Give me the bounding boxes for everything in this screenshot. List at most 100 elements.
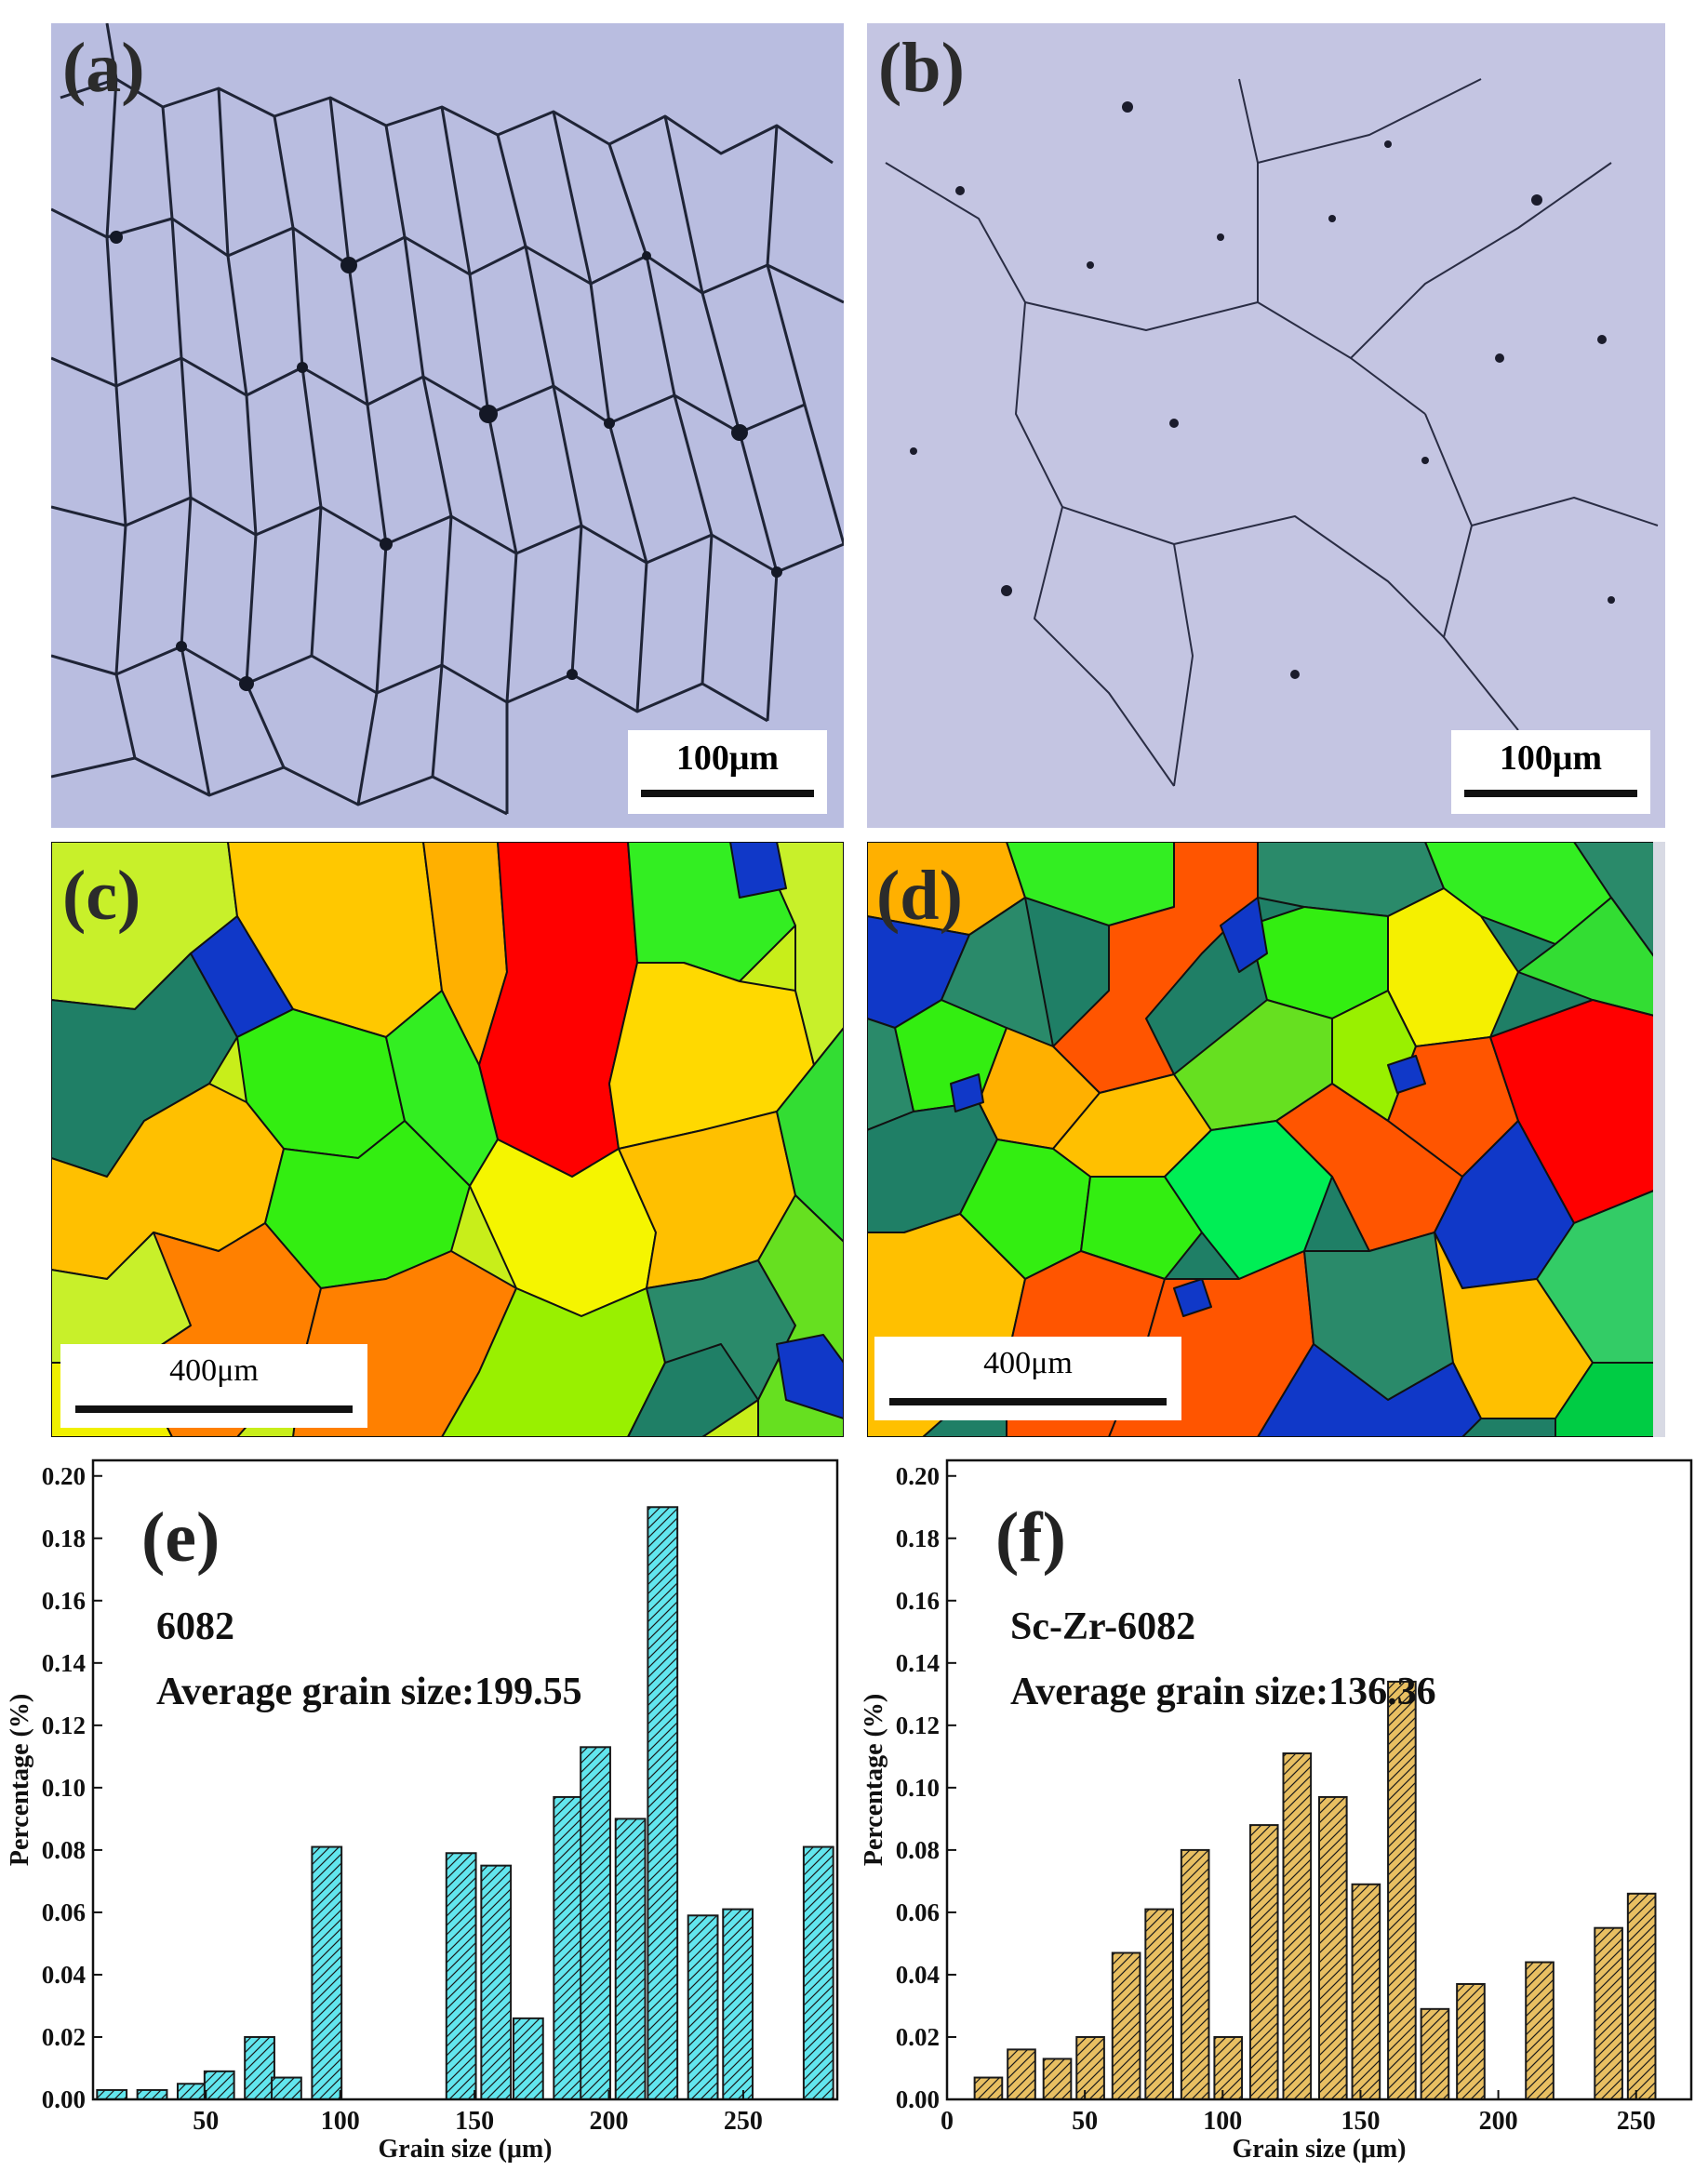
histogram-e-svg: 0.00 0.02 0.04 0.06 0.08 0.10 0.12 0.14 0.16 0.18… (6, 1458, 839, 2164)
ytick-label-f-9: 0.18 (896, 1525, 940, 1552)
grain-map-c: (c) 400μm (51, 842, 844, 1437)
xaxis-label-e: Grain size (μm) (379, 2135, 553, 2164)
bar-e-12 (614, 1818, 647, 2100)
bar-e-14 (687, 1914, 719, 2100)
scale-box-b: 100μm (1451, 730, 1650, 814)
xtick-label-e-1: 100 (321, 2107, 360, 2136)
ytick-label-e-5: 0.10 (42, 1774, 86, 1802)
ytick-label-f-2: 0.04 (896, 1961, 940, 1989)
xtick-label-f-4: 200 (1479, 2107, 1518, 2136)
bar-f-6 (1180, 1848, 1210, 2100)
yaxis-label-e: Percentage (%) (6, 1694, 34, 1866)
plot-frame-e (91, 1458, 839, 2101)
grain-map-d-image (867, 842, 1665, 1437)
bar-e-8 (480, 1864, 513, 2100)
bar-f-17 (1626, 1892, 1657, 2100)
ytick-label-f-5: 0.10 (896, 1774, 940, 1802)
bar-e-0 (96, 2088, 128, 2101)
ytick-label-f-3: 0.06 (896, 1898, 940, 1926)
bar-f-12 (1387, 1680, 1417, 2100)
bar-e-5 (271, 2076, 302, 2100)
series-name-f: Sc-Zr-6082 (1010, 1605, 1195, 1648)
ytick-label-f-8: 0.16 (896, 1587, 940, 1615)
bar-e-4 (244, 2035, 275, 2100)
xtick-label-e-0: 50 (193, 2107, 219, 2136)
ytick-label-e-3: 0.06 (42, 1898, 86, 1926)
scale-bar-c (75, 1405, 353, 1413)
xtick-label-e-2: 150 (455, 2107, 494, 2136)
bar-f-5 (1144, 1908, 1174, 2101)
scale-text-d: 400μm (983, 1346, 1073, 1380)
xtick-label-f-5: 250 (1617, 2107, 1656, 2136)
panel-label-d: (d) (876, 857, 963, 935)
ytick-label-e-0: 0.00 (42, 2085, 86, 2113)
xtick-label-f-1: 50 (1072, 2107, 1098, 2136)
panel-label-c: (c) (62, 857, 141, 935)
series-name-e: 6082 (156, 1605, 234, 1648)
xtick-label-e-3: 200 (590, 2107, 629, 2136)
bar-e-7 (445, 1852, 477, 2100)
bar-f-9 (1282, 1752, 1313, 2100)
ytick-label-f-7: 0.14 (896, 1649, 940, 1677)
bar-f-1 (1007, 2048, 1036, 2101)
bar-f-0 (973, 2076, 1004, 2100)
ytick-label-e-1: 0.02 (42, 2023, 86, 2051)
bar-e-16 (802, 1845, 834, 2100)
bar-f-10 (1318, 1795, 1348, 2100)
bar-f-11 (1351, 1883, 1381, 2100)
xtick-label-f-3: 150 (1341, 2107, 1380, 2136)
panel-label-e: (e) (141, 1498, 220, 1577)
scale-box-c: 400μm (60, 1344, 367, 1428)
ytick-label-e-4: 0.08 (42, 1836, 86, 1864)
micrograph-b: (b) 100μm (867, 23, 1665, 828)
bar-e-1 (136, 2088, 168, 2101)
yaxis-label-f: Percentage (%) (860, 1694, 888, 1866)
annotation-f: Average grain size:136.36 (1010, 1671, 1436, 1713)
ytick-label-f-6: 0.12 (896, 1711, 940, 1739)
bar-f-7 (1213, 2035, 1244, 2100)
bar-e-11 (580, 1746, 611, 2100)
bar-f-4 (1111, 1951, 1141, 2100)
histogram-e: 0.00 0.02 0.04 0.06 0.08 0.10 0.12 0.14 0.16 0.18… (0, 1451, 854, 2171)
bar-e-2 (176, 2083, 208, 2100)
micrograph-b-image (867, 23, 1665, 828)
scale-bar-d (889, 1398, 1167, 1405)
bar-f-2 (1042, 2058, 1073, 2100)
panel-label-b: (b) (878, 29, 965, 107)
ytick-label-f-4: 0.08 (896, 1836, 940, 1864)
bar-f-13 (1420, 2007, 1450, 2100)
bar-f-3 (1075, 2035, 1105, 2100)
scale-box-a: 100μm (628, 730, 827, 814)
scale-text-b: 100μm (1499, 739, 1603, 778)
ytick-label-f-1: 0.02 (896, 2023, 940, 2051)
scale-box-d: 400μm (874, 1337, 1181, 1420)
plot-frame-f (945, 1458, 1693, 2101)
bar-e-13 (647, 1506, 679, 2100)
bar-e-15 (722, 1908, 754, 2101)
ytick-label-f-10: 0.20 (896, 1462, 940, 1490)
panel-label-f: (f) (995, 1498, 1066, 1577)
bar-f-14 (1456, 1983, 1486, 2101)
micrograph-a: (a) 100μm (51, 23, 844, 828)
bar-e-3 (203, 2070, 235, 2101)
panel-label-a: (a) (62, 29, 145, 107)
ytick-label-e-10: 0.20 (42, 1462, 86, 1490)
scale-text-a: 100μm (675, 739, 780, 778)
xtick-label-e-4: 250 (724, 2107, 763, 2136)
scale-bar-a (641, 790, 814, 797)
ytick-label-e-9: 0.18 (42, 1525, 86, 1552)
bar-f-15 (1525, 1961, 1555, 2100)
bar-f-16 (1594, 1926, 1623, 2100)
bar-e-9 (512, 2017, 544, 2100)
ytick-label-e-2: 0.04 (42, 1961, 86, 1989)
micrograph-a-image (51, 23, 844, 828)
grain-map-c-image (51, 842, 844, 1437)
ytick-label-e-8: 0.16 (42, 1587, 86, 1615)
bar-e-10 (553, 1795, 585, 2100)
ytick-label-e-6: 0.12 (42, 1711, 86, 1739)
histogram-f: 0.00 0.02 0.04 0.06 0.08 0.10 0.12 0.14 0.16 0.18… (854, 1451, 1708, 2171)
ytick-label-f-0: 0.00 (896, 2085, 940, 2113)
bar-f-8 (1248, 1824, 1279, 2100)
ytick-label-e-7: 0.14 (42, 1649, 86, 1677)
xtick-label-f-0: 0 (941, 2107, 954, 2136)
